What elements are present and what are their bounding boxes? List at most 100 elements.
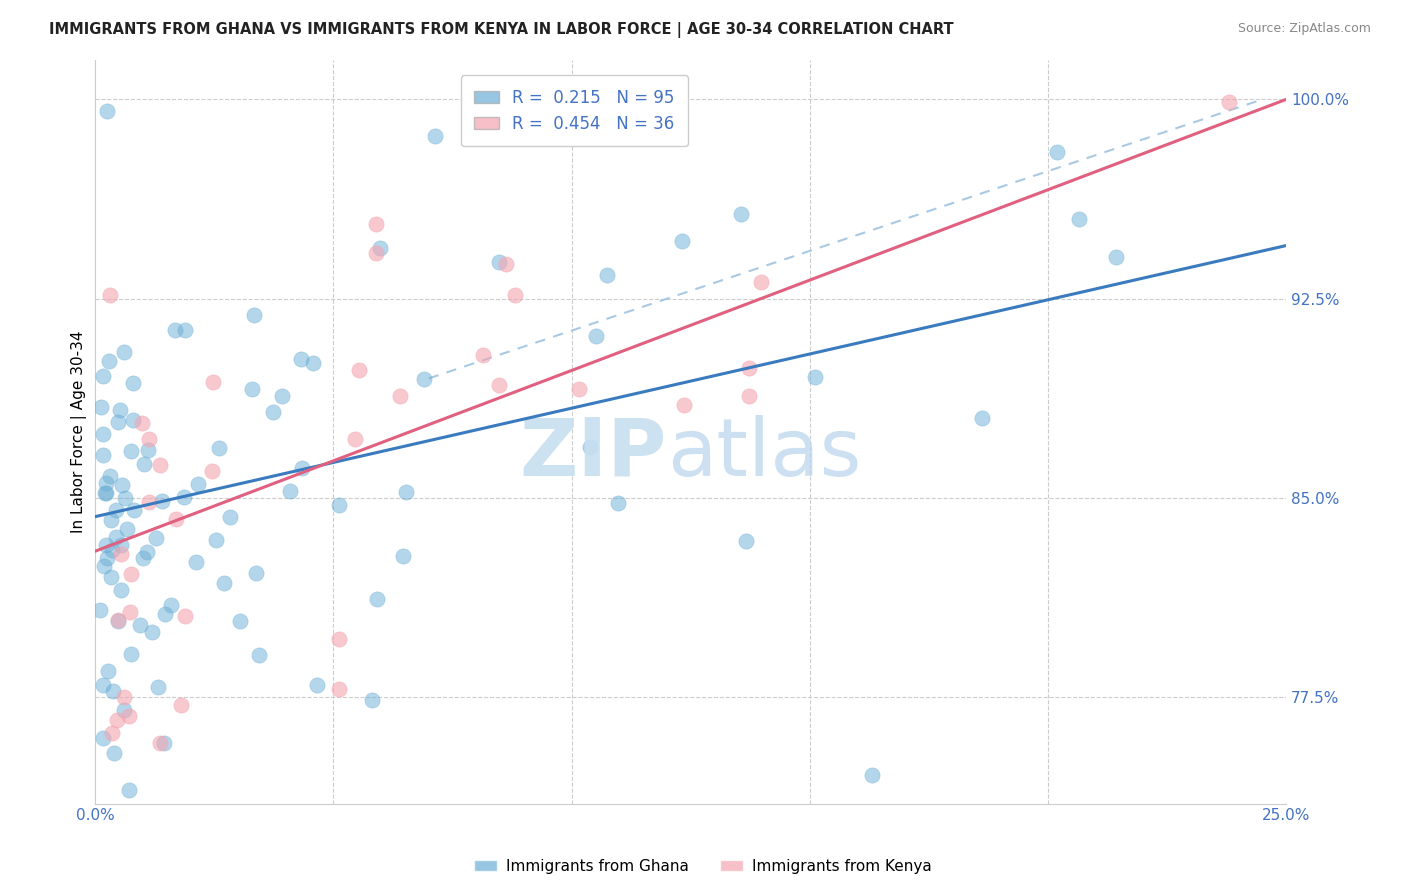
Point bbox=[734, 533, 756, 548]
Point bbox=[94, 486, 117, 500]
Point bbox=[121, 376, 143, 390]
Point bbox=[91, 677, 114, 691]
Point bbox=[173, 490, 195, 504]
Point bbox=[153, 607, 176, 621]
Point bbox=[245, 566, 267, 580]
Point bbox=[205, 533, 228, 547]
Point bbox=[343, 432, 366, 446]
Point bbox=[111, 478, 134, 492]
Point bbox=[202, 375, 225, 389]
Point bbox=[165, 512, 187, 526]
Point bbox=[110, 538, 132, 552]
Point bbox=[96, 103, 118, 118]
Point bbox=[94, 486, 117, 500]
Point bbox=[488, 254, 510, 268]
Point bbox=[110, 402, 132, 417]
Point bbox=[148, 458, 170, 472]
Point bbox=[370, 241, 392, 255]
Point bbox=[146, 680, 169, 694]
Text: atlas: atlas bbox=[666, 415, 860, 493]
Point bbox=[110, 582, 132, 597]
Point bbox=[243, 308, 266, 322]
Point bbox=[395, 485, 418, 500]
Point bbox=[94, 476, 117, 491]
Point bbox=[388, 389, 411, 403]
Point bbox=[173, 608, 195, 623]
Point bbox=[89, 603, 111, 617]
Point bbox=[738, 389, 761, 403]
Point bbox=[749, 275, 772, 289]
Point bbox=[1218, 95, 1240, 109]
Point bbox=[278, 484, 301, 499]
Point bbox=[136, 545, 159, 559]
Point bbox=[366, 591, 388, 606]
Point bbox=[129, 618, 152, 632]
Point bbox=[860, 768, 883, 782]
Point bbox=[585, 329, 607, 343]
Point bbox=[671, 234, 693, 248]
Text: Source: ZipAtlas.com: Source: ZipAtlas.com bbox=[1237, 22, 1371, 36]
Point bbox=[97, 665, 120, 679]
Point bbox=[138, 432, 160, 446]
Point bbox=[93, 369, 115, 384]
Point bbox=[91, 731, 114, 746]
Point bbox=[1105, 250, 1128, 264]
Point bbox=[107, 416, 129, 430]
Point bbox=[229, 614, 252, 628]
Point bbox=[1046, 145, 1069, 160]
Point bbox=[568, 382, 591, 396]
Point bbox=[105, 713, 128, 727]
Point bbox=[112, 703, 135, 717]
Point bbox=[596, 268, 619, 283]
Point bbox=[93, 448, 115, 462]
Point bbox=[114, 491, 136, 505]
Legend: R =  0.215   N = 95, R =  0.454   N = 36: R = 0.215 N = 95, R = 0.454 N = 36 bbox=[461, 75, 688, 146]
Point bbox=[392, 549, 415, 563]
Point bbox=[120, 444, 142, 458]
Point bbox=[1067, 211, 1090, 226]
Point bbox=[291, 461, 314, 475]
Point bbox=[302, 356, 325, 370]
Point bbox=[187, 477, 209, 491]
Point bbox=[366, 217, 388, 231]
Point bbox=[94, 538, 117, 552]
Point bbox=[105, 502, 128, 516]
Y-axis label: In Labor Force | Age 30-34: In Labor Force | Age 30-34 bbox=[72, 330, 87, 533]
Point bbox=[361, 692, 384, 706]
Point bbox=[112, 344, 135, 359]
Point bbox=[673, 398, 696, 412]
Point bbox=[145, 531, 167, 545]
Point bbox=[472, 347, 495, 361]
Point bbox=[149, 735, 172, 749]
Point bbox=[212, 576, 235, 591]
Point bbox=[201, 464, 224, 478]
Point bbox=[160, 598, 183, 612]
Point bbox=[307, 678, 329, 692]
Point bbox=[150, 494, 173, 508]
Point bbox=[488, 377, 510, 392]
Point bbox=[738, 360, 761, 375]
Point bbox=[104, 530, 127, 544]
Point bbox=[364, 246, 387, 260]
Point bbox=[98, 287, 121, 301]
Point bbox=[132, 458, 155, 472]
Point bbox=[141, 625, 163, 640]
Point bbox=[425, 128, 447, 143]
Point bbox=[136, 443, 159, 458]
Point bbox=[122, 503, 145, 517]
Point bbox=[120, 647, 142, 661]
Point bbox=[328, 682, 350, 697]
Point bbox=[328, 498, 350, 512]
Point bbox=[120, 567, 142, 582]
Point bbox=[165, 323, 187, 337]
Point bbox=[115, 522, 138, 536]
Point bbox=[101, 726, 124, 740]
Point bbox=[100, 570, 122, 584]
Point bbox=[98, 468, 121, 483]
Point bbox=[93, 558, 115, 573]
Text: ZIP: ZIP bbox=[520, 415, 666, 493]
Point bbox=[247, 648, 270, 662]
Point bbox=[804, 370, 827, 384]
Point bbox=[122, 413, 145, 427]
Point bbox=[290, 352, 312, 367]
